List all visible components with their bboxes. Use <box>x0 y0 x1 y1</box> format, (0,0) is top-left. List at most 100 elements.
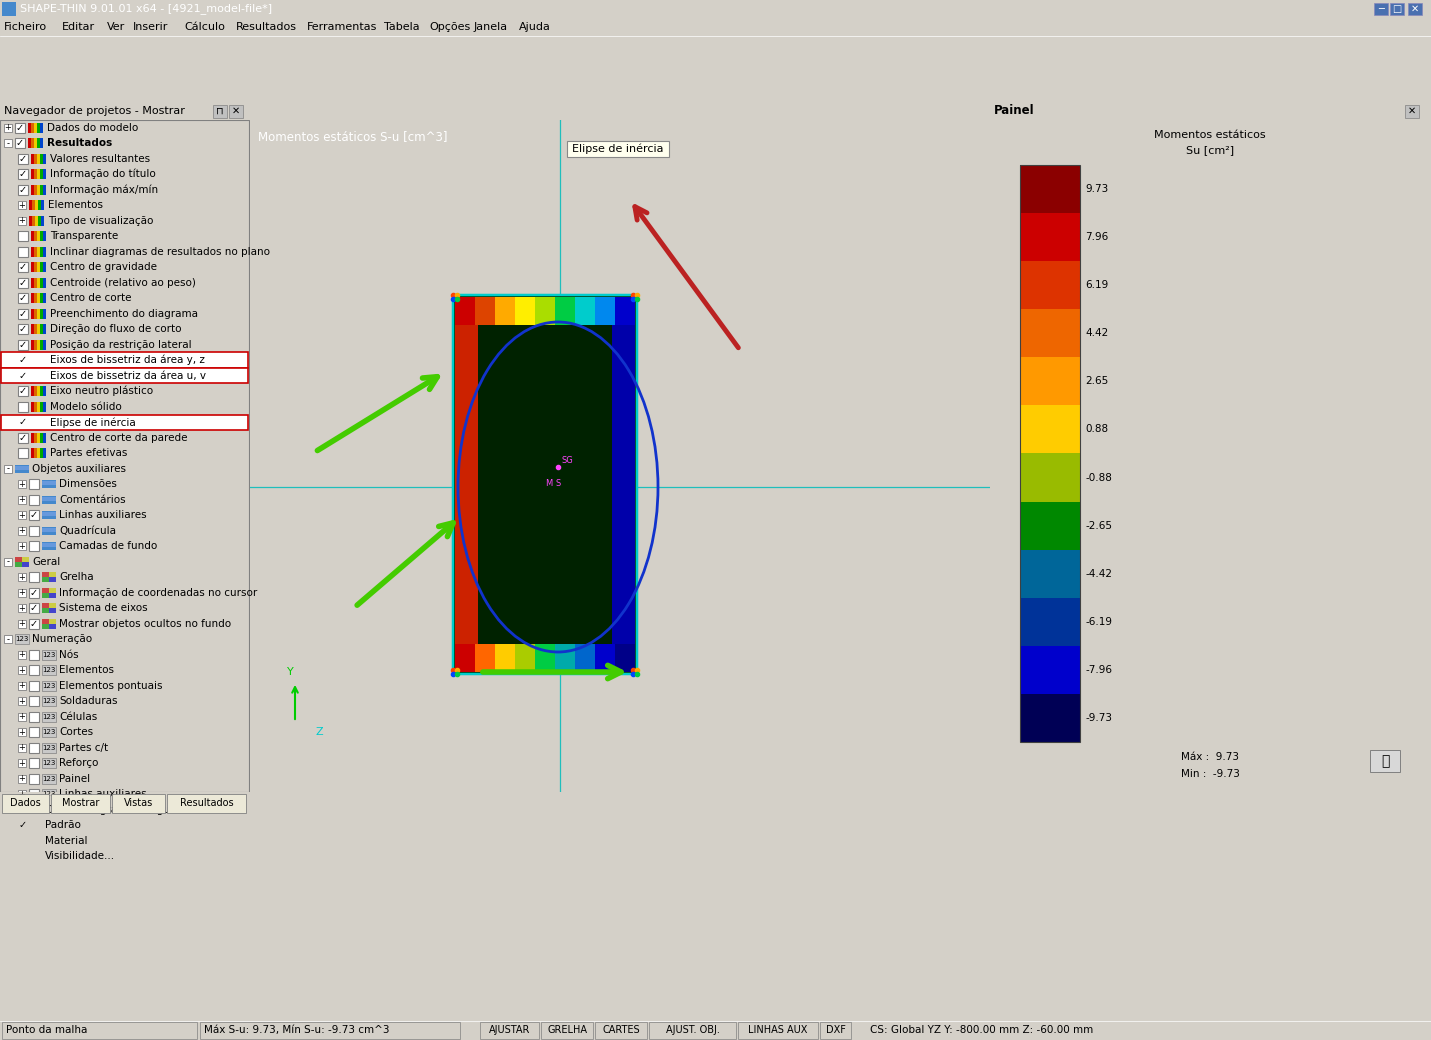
Bar <box>31 448 34 459</box>
Text: Grelha: Grelha <box>59 572 93 582</box>
Bar <box>31 401 34 412</box>
Text: 123: 123 <box>43 682 56 688</box>
Bar <box>1020 358 1080 406</box>
Bar <box>43 370 46 381</box>
Text: +: + <box>19 526 26 536</box>
Bar <box>40 293 43 304</box>
Bar <box>31 433 34 443</box>
Text: Transparente: Transparente <box>50 231 119 241</box>
Text: Eixos de bissetriz da área u, v: Eixos de bissetriz da área u, v <box>50 370 206 381</box>
Bar <box>40 448 43 459</box>
Bar <box>34 309 37 318</box>
Text: +: + <box>4 124 11 132</box>
Bar <box>41 666 56 675</box>
Text: AJUSTAR: AJUSTAR <box>489 1025 531 1035</box>
Bar <box>229 105 243 118</box>
Bar <box>34 154 37 163</box>
Text: 123: 123 <box>43 760 56 766</box>
FancyBboxPatch shape <box>452 294 638 675</box>
Bar <box>43 401 46 412</box>
Text: +: + <box>19 744 26 752</box>
Text: SHAPE-THIN 9.01.01 x64 - [4921_model-file*]: SHAPE-THIN 9.01.01 x64 - [4921_model-fil… <box>20 3 272 15</box>
Text: Painel: Painel <box>995 104 1035 118</box>
Bar <box>19 604 26 613</box>
Bar <box>575 644 595 672</box>
Bar <box>112 794 165 813</box>
Bar <box>19 573 26 581</box>
Text: Opções: Opções <box>429 22 471 32</box>
Bar <box>615 297 635 324</box>
Bar <box>200 1022 459 1039</box>
Bar <box>34 448 37 459</box>
Bar <box>41 619 49 624</box>
Text: ✓: ✓ <box>19 262 27 272</box>
Bar <box>37 309 40 318</box>
Bar <box>41 774 56 784</box>
Text: Numeração: Numeração <box>31 634 92 644</box>
Text: +: + <box>19 573 26 581</box>
Bar <box>19 262 29 272</box>
Bar <box>19 231 29 241</box>
Text: +: + <box>19 495 26 504</box>
Bar <box>40 154 43 163</box>
Text: Cores nos gráficos segundo: Cores nos gráficos segundo <box>44 805 189 815</box>
Bar <box>29 201 31 210</box>
Text: Vistas: Vistas <box>124 798 153 808</box>
Bar <box>19 246 29 257</box>
Text: +: + <box>19 697 26 706</box>
Bar <box>1 415 248 430</box>
Text: y: y <box>592 479 597 489</box>
Text: 4.42: 4.42 <box>1085 329 1108 338</box>
Bar <box>19 512 26 519</box>
Bar <box>455 644 475 672</box>
Text: +: + <box>19 479 26 489</box>
Bar <box>19 526 26 535</box>
Bar <box>14 138 24 149</box>
Bar <box>21 562 29 567</box>
Text: Elipse de inércia: Elipse de inércia <box>572 144 664 154</box>
Bar <box>19 202 26 209</box>
Text: SG: SG <box>561 456 572 465</box>
Bar <box>34 293 37 304</box>
Bar <box>40 262 43 272</box>
Bar <box>41 624 49 629</box>
Bar <box>738 1022 819 1039</box>
Bar <box>31 170 34 179</box>
Text: ✓: ✓ <box>19 386 27 396</box>
Bar <box>40 138 43 149</box>
Bar <box>34 215 39 226</box>
Text: Valores resultantes: Valores resultantes <box>50 154 150 163</box>
Text: +: + <box>19 619 26 628</box>
Bar <box>41 681 56 691</box>
Text: Comentários: Comentários <box>59 495 126 504</box>
Bar <box>1020 261 1080 309</box>
Text: ✓: ✓ <box>19 278 27 288</box>
Text: -0.88: -0.88 <box>1085 472 1112 483</box>
Text: Tabela: Tabela <box>384 22 419 32</box>
Bar <box>34 805 41 810</box>
Bar <box>37 185 40 194</box>
Bar <box>14 123 24 133</box>
Bar <box>19 433 29 443</box>
Text: +: + <box>19 712 26 722</box>
Text: +: + <box>19 542 26 551</box>
Bar <box>19 356 29 365</box>
Bar <box>40 185 43 194</box>
Bar <box>41 696 56 706</box>
Bar <box>19 728 26 736</box>
Bar <box>19 542 26 550</box>
Text: Mostrar objetos ocultos no fundo: Mostrar objetos ocultos no fundo <box>59 619 232 629</box>
Text: Janela: Janela <box>474 22 508 32</box>
Text: ✕: ✕ <box>232 106 240 116</box>
Text: Quadrícula: Quadrícula <box>59 526 116 536</box>
Bar <box>4 139 11 148</box>
Text: +: + <box>19 604 26 613</box>
Bar <box>34 356 37 365</box>
Circle shape <box>31 852 40 860</box>
Bar <box>19 309 29 318</box>
Bar <box>41 496 56 503</box>
Bar <box>49 619 56 624</box>
Text: ✓: ✓ <box>16 805 24 814</box>
Bar <box>167 794 246 813</box>
Bar <box>29 588 39 598</box>
